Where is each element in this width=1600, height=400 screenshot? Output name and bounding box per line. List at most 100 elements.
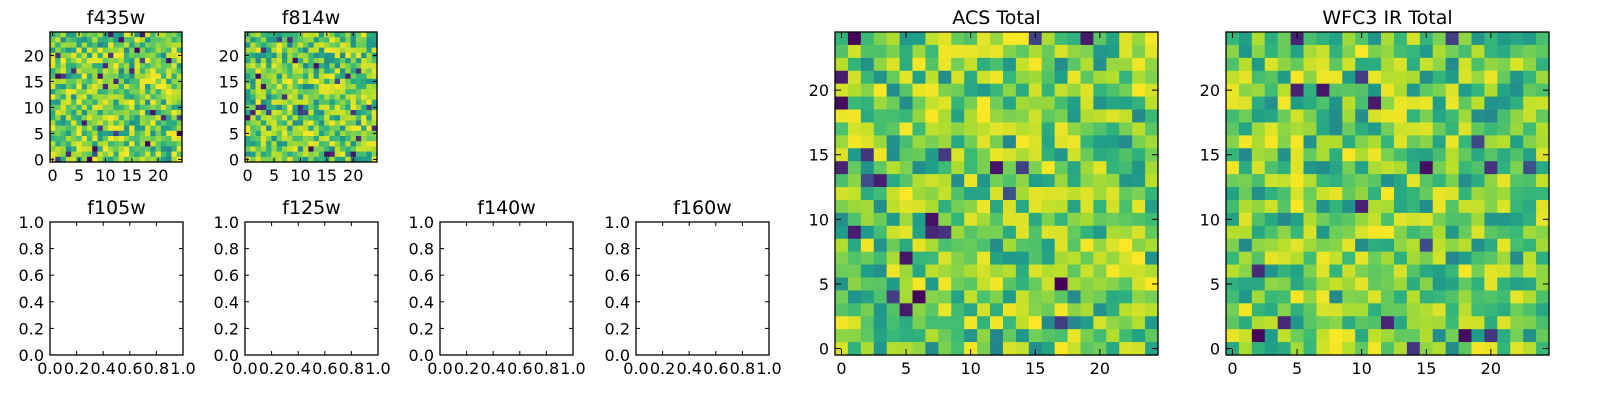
heatmap-cell — [350, 151, 357, 158]
heatmap-cell — [1119, 199, 1133, 214]
heatmap-cell — [139, 94, 146, 101]
heatmap-cell — [55, 94, 62, 101]
heatmap-cell — [287, 130, 294, 137]
heatmap-cell — [1406, 135, 1421, 149]
heatmap-cell — [150, 99, 157, 106]
heatmap-cell — [1471, 251, 1485, 266]
heatmap-cell — [102, 104, 109, 111]
heatmap-cell — [873, 238, 888, 253]
heatmap-cell — [1264, 329, 1279, 343]
heatmap-cell — [1497, 264, 1511, 279]
heatmap-cell — [134, 104, 141, 111]
heatmap-cell — [134, 120, 141, 127]
heatmap-cell — [50, 136, 56, 142]
y-tick-label: 10 — [809, 210, 829, 229]
heatmap-cell — [318, 110, 325, 116]
heatmap-cell — [1093, 32, 1107, 46]
heatmap-cell — [102, 151, 109, 158]
heatmap-cell — [1523, 251, 1537, 266]
heatmap-cell — [860, 135, 875, 149]
heatmap-cell — [271, 141, 278, 147]
heatmap-cell — [1277, 199, 1292, 214]
heatmap-cell — [1067, 109, 1082, 124]
heatmap-cell — [1471, 187, 1485, 201]
heatmap-cell — [1080, 70, 1094, 85]
heatmap-cell — [1277, 329, 1292, 343]
heatmap-cell — [1355, 316, 1369, 330]
heatmap-cell — [113, 37, 120, 43]
heatmap-cell — [1303, 225, 1318, 240]
heatmap-cell — [1536, 303, 1550, 317]
heatmap-cell — [281, 125, 288, 132]
heatmap-cell — [1238, 187, 1253, 201]
heatmap-cell — [1041, 264, 1056, 279]
heatmap-cell — [1002, 44, 1017, 59]
heatmap-cell — [166, 84, 173, 90]
heatmap-cell — [1015, 187, 1030, 201]
heatmap-cell — [1355, 199, 1369, 214]
heatmap-image — [835, 32, 1159, 356]
heatmap-cell — [1419, 303, 1434, 317]
heatmap-cell — [1393, 57, 1408, 72]
heatmap-cell — [361, 89, 368, 95]
heatmap-cell — [1329, 264, 1343, 279]
heatmap-cell — [1381, 44, 1395, 59]
heatmap-cell — [171, 141, 178, 147]
heatmap-cell — [113, 52, 120, 59]
heatmap-cell — [371, 63, 378, 69]
heatmap-cell — [1251, 161, 1266, 175]
heatmap-cell — [118, 58, 125, 64]
heatmap-cell — [873, 277, 888, 291]
heatmap-cell — [287, 104, 294, 111]
heatmap-cell — [108, 37, 114, 43]
heatmap-cell — [1238, 264, 1253, 279]
heatmap-cell — [123, 125, 130, 132]
heatmap-cell — [977, 316, 991, 330]
heatmap-cell — [139, 104, 146, 111]
heatmap-cell — [55, 130, 62, 137]
heatmap-cell — [361, 52, 368, 59]
heatmap-cell — [176, 58, 183, 64]
heatmap-cell — [324, 78, 331, 85]
heatmap-cell — [102, 52, 109, 59]
heatmap-cell — [318, 32, 325, 38]
x-tick-label: 0.4 — [676, 359, 701, 378]
heatmap-cell — [155, 94, 162, 101]
heatmap-cell — [276, 136, 283, 142]
heatmap-cell — [150, 52, 157, 59]
heatmap-cell — [1393, 225, 1408, 240]
heatmap-cell — [1419, 290, 1434, 304]
heatmap-cell — [1445, 225, 1460, 240]
heatmap-cell — [1002, 122, 1017, 136]
heatmap-cell — [361, 141, 368, 147]
heatmap-cell — [1497, 212, 1511, 227]
heatmap-cell — [71, 151, 77, 158]
y-tick-label: 0 — [34, 150, 44, 169]
heatmap-cell — [1471, 83, 1485, 98]
heatmap-cell — [55, 110, 62, 116]
heatmap-cell — [340, 73, 346, 80]
heatmap-cell — [1067, 83, 1082, 98]
heatmap-cell — [1406, 342, 1421, 356]
heatmap-cell — [303, 58, 309, 64]
heatmap-cell — [835, 187, 849, 201]
heatmap-cell — [1106, 148, 1120, 162]
heatmap-cell — [145, 63, 151, 69]
heatmap-cell — [108, 84, 114, 90]
heatmap-cell — [65, 125, 72, 132]
heatmap-cell — [1264, 303, 1279, 317]
heatmap-cell — [990, 225, 1004, 240]
heatmap-cell — [938, 303, 952, 317]
heatmap-cell — [145, 42, 151, 49]
heatmap-cell — [1132, 303, 1146, 317]
heatmap-cell — [129, 136, 136, 142]
heatmap-cell — [847, 44, 862, 59]
heatmap-cell — [150, 58, 157, 64]
heatmap-cell — [271, 63, 278, 69]
heatmap-cell — [150, 42, 157, 49]
heatmap-cell — [350, 110, 357, 116]
heatmap-cell — [371, 141, 378, 147]
heatmap-cell — [1445, 57, 1460, 72]
heatmap-cell — [113, 89, 120, 95]
heatmap-cell — [139, 99, 146, 106]
